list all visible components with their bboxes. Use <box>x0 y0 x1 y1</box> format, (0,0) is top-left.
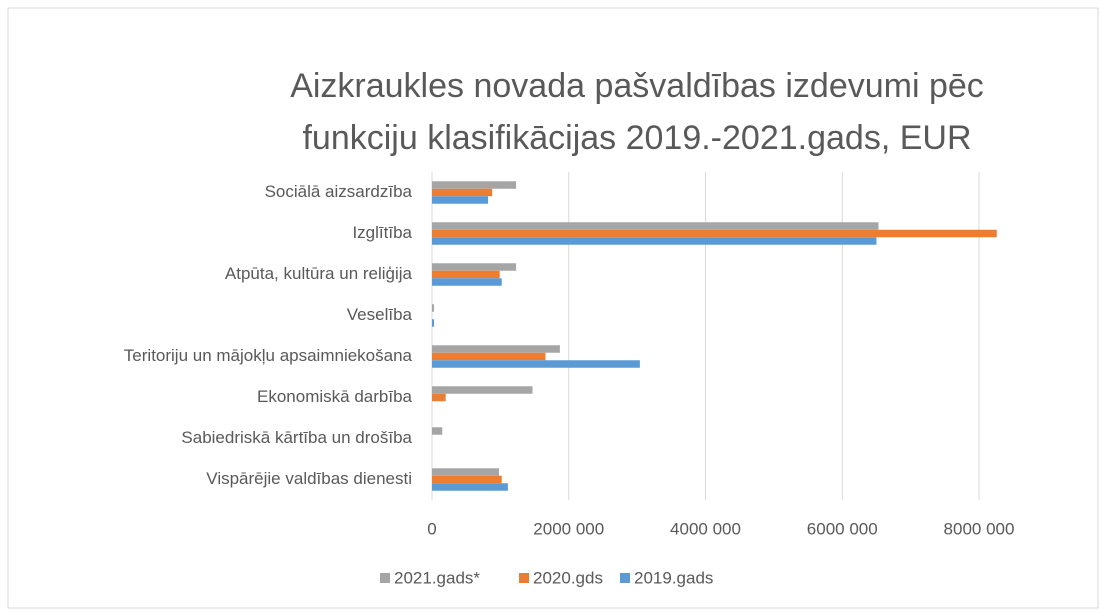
bar <box>432 360 640 368</box>
legend-label: 2021.gads* <box>394 568 480 587</box>
x-tick-label: 8000 000 <box>944 519 1015 538</box>
chart-title: Aizkraukles novada pašvaldības izdevumi … <box>290 67 984 105</box>
legend-swatch <box>519 573 529 583</box>
bar <box>432 229 997 238</box>
chart-border <box>7 7 1099 609</box>
x-tick-label: 4000 000 <box>670 519 741 538</box>
bar <box>432 278 502 286</box>
bar <box>432 386 533 394</box>
bar <box>432 188 493 197</box>
chart-title: funkciju klasifikācijas 2019.-2021.gads,… <box>302 119 971 157</box>
y-tick-label: Sabiedriskā kārtība un drošība <box>181 428 412 447</box>
y-tick-label: Teritoriju un mājokļu apsaimniekošana <box>124 346 413 365</box>
bar <box>432 468 500 476</box>
legend-label: 2020.gds <box>533 568 603 587</box>
x-tick-label: 6000 000 <box>807 519 878 538</box>
bar <box>432 427 443 435</box>
y-tick-label: Vispārējie valdības dienesti <box>206 469 412 488</box>
bar <box>432 263 517 271</box>
bar <box>432 483 508 491</box>
legend-swatch <box>620 573 630 583</box>
bar <box>432 237 877 245</box>
x-tick-label: 2000 000 <box>533 519 604 538</box>
bar <box>432 304 435 312</box>
bar <box>432 393 446 402</box>
x-tick-label: 0 <box>427 519 436 538</box>
legend-swatch <box>380 573 390 583</box>
bar <box>432 196 489 204</box>
bar <box>432 319 435 327</box>
y-tick-label: Ekonomiskā darbība <box>257 387 413 406</box>
bar <box>432 222 879 230</box>
bar <box>432 270 500 279</box>
y-tick-label: Atpūta, kultūra un reliģija <box>225 264 413 283</box>
y-tick-label: Izglītība <box>352 223 412 242</box>
bar <box>432 181 517 189</box>
bar <box>432 345 560 353</box>
bar <box>432 475 502 484</box>
legend-label: 2019.gads <box>634 568 713 587</box>
bar <box>432 352 546 361</box>
y-tick-label: Veselība <box>347 305 413 324</box>
y-tick-label: Sociālā aizsardzība <box>265 182 413 201</box>
